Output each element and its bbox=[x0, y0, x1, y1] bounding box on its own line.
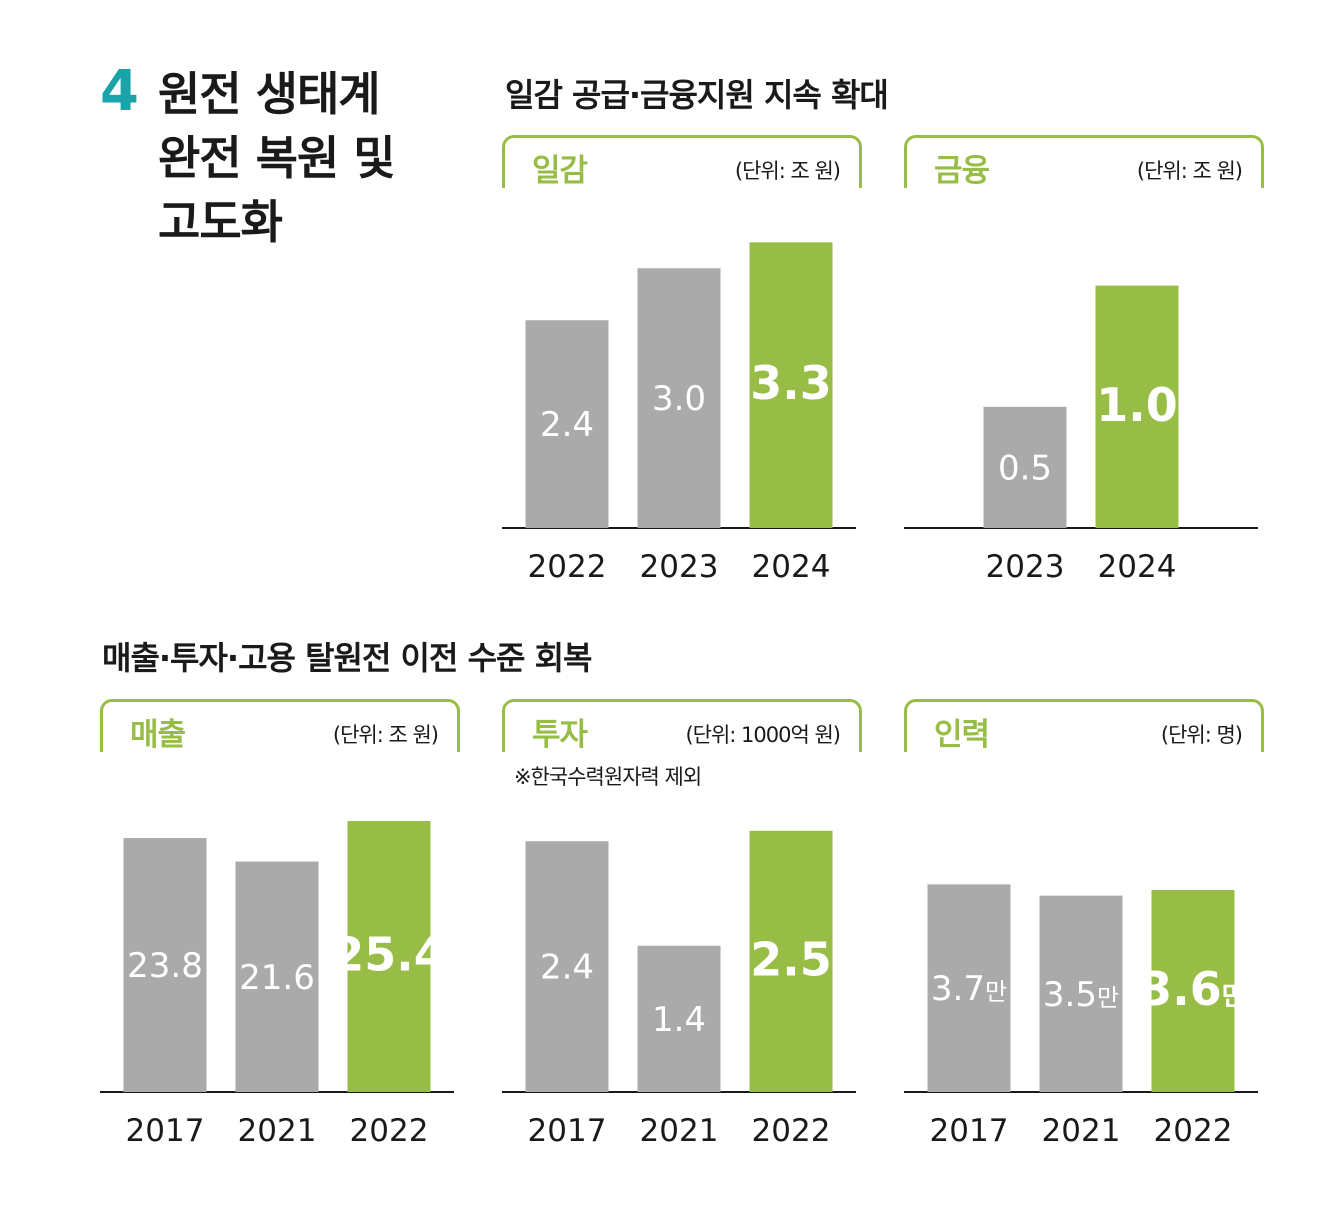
panel-unit: (단위: 조 원) bbox=[1136, 159, 1243, 183]
bar-chart-investment: 2.4 2017 1.4 2021 2.5 2022 bbox=[502, 830, 856, 1149]
bar bbox=[525, 841, 609, 1092]
bar bbox=[1095, 285, 1179, 528]
panel-unit: (단위: 조 원) bbox=[332, 723, 439, 747]
bar-chart-finance: 0.5 2023 1.0 2024 bbox=[904, 285, 1258, 585]
data-label: 25.4 bbox=[332, 928, 446, 982]
bar bbox=[983, 406, 1067, 528]
bottom-heading: 매출·투자·고용 탈원전 이전 수준 회복 bbox=[102, 639, 592, 677]
data-label-unit: 만 bbox=[1097, 984, 1119, 1012]
data-label-unit: 만 bbox=[985, 978, 1007, 1006]
chart-panel-workforce: 인력 (단위: 명) 3.7만 2017 3.5만 2021 3.6만 2022 bbox=[904, 699, 1264, 1159]
bar bbox=[1151, 890, 1235, 1092]
data-label: 1.0 bbox=[1096, 378, 1178, 432]
panel-unit: (단위: 명) bbox=[1160, 723, 1243, 747]
x-tick-label: 2024 bbox=[1098, 549, 1177, 585]
bar bbox=[749, 830, 833, 1092]
x-tick-label: 2024 bbox=[752, 549, 831, 585]
x-tick-label: 2022 bbox=[1154, 1113, 1233, 1149]
data-label: 23.8 bbox=[127, 946, 203, 986]
x-tick-label: 2017 bbox=[126, 1113, 205, 1149]
data-label: 0.5 bbox=[998, 448, 1052, 488]
panel-title: 일감 bbox=[532, 153, 588, 189]
chart-panel-finance: 금융 (단위: 조 원) 0.5 2023 1.0 2024 bbox=[904, 135, 1264, 595]
panel-frame bbox=[100, 699, 460, 752]
data-label: 3.3 bbox=[750, 356, 832, 410]
data-label: 21.6 bbox=[239, 958, 315, 998]
bar bbox=[637, 945, 721, 1092]
top-heading: 일감 공급·금융지원 지속 확대 bbox=[505, 76, 889, 114]
panel-unit: (단위: 조 원) bbox=[734, 159, 841, 183]
bar bbox=[347, 821, 431, 1092]
x-tick-label: 2022 bbox=[752, 1113, 831, 1149]
bar-chart-sales: 23.8 2017 21.6 2021 25.4 2022 bbox=[100, 821, 454, 1149]
panel-frame bbox=[502, 135, 862, 188]
bar bbox=[637, 268, 721, 528]
bar bbox=[525, 320, 609, 528]
section-number: 4 bbox=[100, 59, 139, 124]
x-tick-label: 2023 bbox=[640, 549, 719, 585]
panel-title: 인력 bbox=[934, 717, 990, 753]
panel-frame bbox=[904, 135, 1264, 188]
data-label-unit: 만 bbox=[1222, 982, 1246, 1012]
data-label: 3.0 bbox=[652, 379, 706, 419]
panel-note: ※한국수력원자력 제외 bbox=[514, 765, 702, 789]
data-label: 1.4 bbox=[652, 1000, 706, 1040]
x-tick-label: 2022 bbox=[350, 1113, 429, 1149]
panel-title: 투자 bbox=[532, 717, 588, 753]
panel-frame bbox=[904, 699, 1264, 752]
panel-title: 매출 bbox=[130, 717, 186, 753]
bar bbox=[123, 838, 207, 1092]
bar bbox=[1039, 895, 1123, 1092]
x-tick-label: 2017 bbox=[528, 1113, 607, 1149]
bar bbox=[235, 861, 319, 1092]
bar-chart-ilgam: 2.4 2022 3.0 2023 3.3 2024 bbox=[502, 242, 856, 585]
chart-panel-ilgam: 일감 (단위: 조 원) 2.4 2022 3.0 2023 3.3 2024 bbox=[502, 135, 862, 595]
x-tick-label: 2022 bbox=[528, 549, 607, 585]
data-label: 2.4 bbox=[540, 405, 594, 445]
chart-panel-sales: 매출 (단위: 조 원) 23.8 2017 21.6 2021 25.4 2022 bbox=[100, 699, 460, 1159]
section-title: 원전 생태계 완전 복원 및 고도화 bbox=[158, 67, 396, 249]
bar bbox=[749, 242, 833, 529]
panel-frame bbox=[502, 699, 862, 752]
chart-panel-investment: 투자 (단위: 1000억 원) ※한국수력원자력 제외 2.4 2017 1.4 2… bbox=[502, 699, 862, 1159]
panel-unit: (단위: 1000억 원) bbox=[685, 723, 841, 747]
x-tick-label: 2021 bbox=[640, 1113, 719, 1149]
x-tick-label: 2023 bbox=[986, 549, 1065, 585]
x-tick-label: 2017 bbox=[930, 1113, 1009, 1149]
data-label: 2.5 bbox=[750, 932, 832, 986]
x-tick-label: 2021 bbox=[1042, 1113, 1121, 1149]
data-label: 2.4 bbox=[540, 948, 594, 988]
bar bbox=[927, 884, 1011, 1092]
x-tick-label: 2021 bbox=[238, 1113, 317, 1149]
panel-title: 금융 bbox=[934, 153, 990, 189]
